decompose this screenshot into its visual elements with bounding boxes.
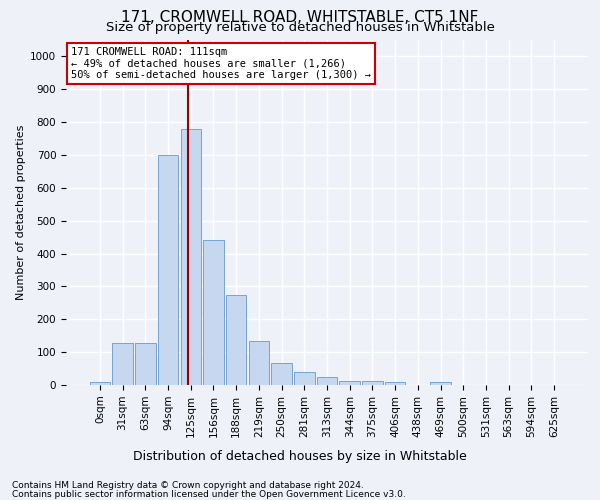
Bar: [203, 240, 224, 385]
Text: Distribution of detached houses by size in Whitstable: Distribution of detached houses by size …: [133, 450, 467, 463]
Bar: [271, 362, 292, 385]
Bar: [90, 382, 110, 385]
Bar: [430, 382, 451, 385]
Bar: [317, 377, 337, 385]
Text: Contains public sector information licensed under the Open Government Licence v3: Contains public sector information licen…: [12, 490, 406, 499]
Bar: [181, 130, 201, 385]
Bar: [158, 155, 178, 385]
Text: Size of property relative to detached houses in Whitstable: Size of property relative to detached ho…: [106, 21, 494, 34]
Bar: [135, 343, 155, 385]
Bar: [226, 294, 247, 385]
Bar: [248, 342, 269, 385]
Text: 171, CROMWELL ROAD, WHITSTABLE, CT5 1NF: 171, CROMWELL ROAD, WHITSTABLE, CT5 1NF: [121, 10, 479, 25]
Bar: [112, 343, 133, 385]
Bar: [385, 382, 406, 385]
Text: Contains HM Land Registry data © Crown copyright and database right 2024.: Contains HM Land Registry data © Crown c…: [12, 481, 364, 490]
Text: 171 CROMWELL ROAD: 111sqm
← 49% of detached houses are smaller (1,266)
50% of se: 171 CROMWELL ROAD: 111sqm ← 49% of detac…: [71, 47, 371, 80]
Bar: [362, 381, 383, 385]
Bar: [340, 380, 360, 385]
Y-axis label: Number of detached properties: Number of detached properties: [16, 125, 26, 300]
Bar: [294, 372, 314, 385]
